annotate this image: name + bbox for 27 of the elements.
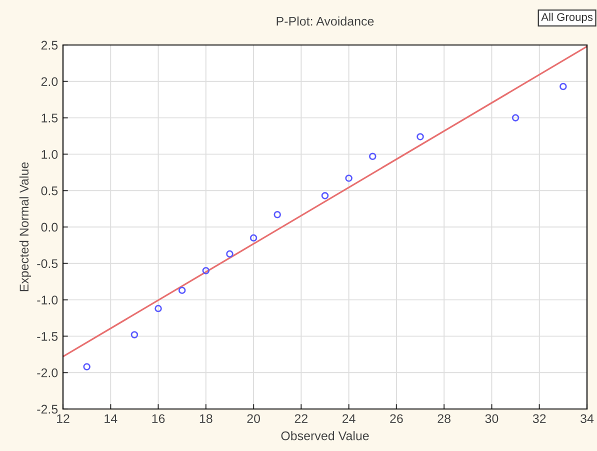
x-tick-label: 28 <box>438 414 450 424</box>
y-tick-label: 1.0 <box>42 150 58 159</box>
y-tick-label: -0.5 <box>37 259 58 268</box>
x-axis-title: Observed Value <box>281 431 369 440</box>
text: All Groups <box>541 12 593 24</box>
x-tick-label: 18 <box>200 414 212 424</box>
y-tick-label: 0.5 <box>41 186 58 196</box>
x-tick-label: 16 <box>152 414 165 424</box>
x-tick-label: 32 <box>532 414 546 424</box>
y-axis-title: Expected Normal Value <box>19 162 32 292</box>
chart-title: P-Plot: Avoidance <box>276 16 374 26</box>
x-tick-label: 12 <box>57 414 70 423</box>
y-tick-label: 2.5 <box>41 40 58 50</box>
x-tick-label: 26 <box>390 414 403 424</box>
y-tick-label: 0.0 <box>41 222 58 232</box>
x-tick-label: 14 <box>104 414 118 423</box>
x-tick-label: 34 <box>580 414 594 424</box>
y-tick-label: 1.5 <box>42 114 58 122</box>
x-tick-label: 20 <box>247 414 260 424</box>
y-tick-label: -2.5 <box>37 404 58 414</box>
y-tick-label: -2.0 <box>37 368 58 378</box>
y-tick-label: 2.0 <box>41 77 58 86</box>
x-tick-label: 24 <box>342 414 356 423</box>
y-tick-label: -1.5 <box>37 332 58 341</box>
y-tick-label: -1.0 <box>37 296 58 304</box>
x-tick-label: 30 <box>485 414 498 424</box>
x-tick-label: 22 <box>294 414 308 423</box>
